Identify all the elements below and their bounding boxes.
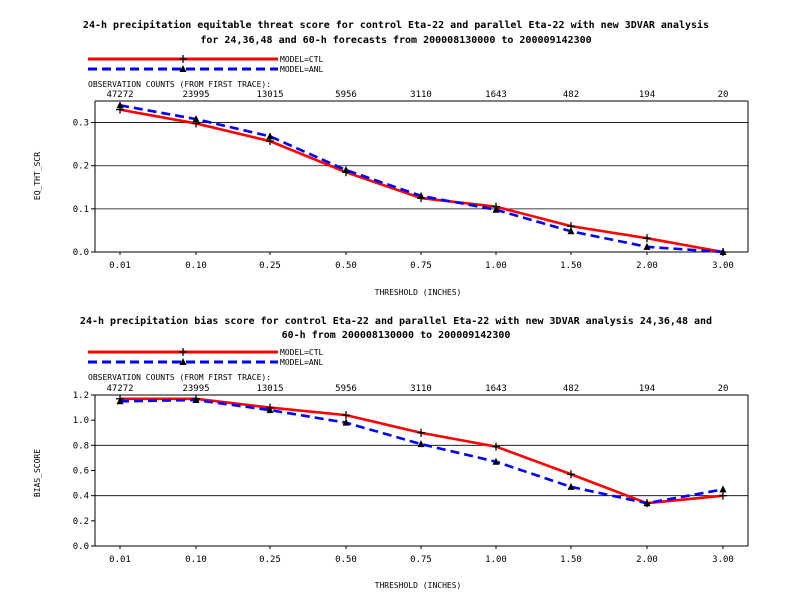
chart-2-obs-label: OBSERVATION COUNTS (FROM FIRST TRACE): xyxy=(88,373,271,382)
chart-1-series-2-point-4 xyxy=(342,166,350,174)
chart-1-legend-entry-2: MODEL=ANL xyxy=(88,65,324,74)
chart-1-x-axis-label: THRESHOLD (INCHES) xyxy=(375,288,462,297)
chart-1-series-2-point-9 xyxy=(719,248,727,255)
chart-1-xtick-label-0: 0.01 xyxy=(109,261,131,271)
chart-2-series-2-point-8 xyxy=(643,499,651,507)
chart-2-series-2-point-1 xyxy=(116,397,124,405)
chart-1-series-2-point-6 xyxy=(492,205,500,213)
chart-2-xtick-label-4: 0.75 xyxy=(410,555,432,565)
chart-2-xtick-label-8: 3.00 xyxy=(712,555,734,565)
chart-2-obs-count-1: 47272 xyxy=(106,384,133,394)
chart-2-series-2-point-5 xyxy=(417,440,425,448)
chart-2-series-2-point-9 xyxy=(719,485,727,493)
chart-1-series-2-point-5 xyxy=(417,191,425,199)
chart-2-series-1 xyxy=(116,394,727,508)
chart-1-xtick-label-3: 0.50 xyxy=(335,261,357,271)
chart-2-series-2-point-2 xyxy=(192,396,200,404)
chart-2-obs-count-6: 1643 xyxy=(485,384,507,394)
chart-2-y-axis-label: BIAS_SCORE xyxy=(33,449,42,497)
chart-1-series-2-point-1 xyxy=(116,101,124,109)
chart-2-title-line-1: 24-h precipitation bias score for contro… xyxy=(80,315,712,327)
chart-2-ytick-label-4: 0.8 xyxy=(73,441,89,451)
chart-1-obs-count-6: 1643 xyxy=(485,90,507,100)
chart-2-obs-count-5: 3110 xyxy=(410,384,432,394)
chart-2-series-2-line xyxy=(119,398,724,505)
chart-2-ytick-label-3: 0.6 xyxy=(73,467,89,477)
chart-1-obs-count-7: 482 xyxy=(563,90,579,100)
chart-1-xtick-label-7: 2.00 xyxy=(636,261,658,271)
chart-1-y-axis-label: EQ_THT_SCR xyxy=(33,152,42,200)
chart-2-ytick-label-5: 1.0 xyxy=(73,416,89,426)
chart-2-series-2-point-3 xyxy=(266,406,274,414)
chart-1-obs-count-9: 20 xyxy=(718,90,729,100)
chart-1-obs-count-1: 47272 xyxy=(106,90,133,100)
chart-1-xtick-label-2: 0.25 xyxy=(259,261,281,271)
chart-2-ytick-label-6: 1.2 xyxy=(73,391,89,401)
chart-2-xtick-label-6: 1.50 xyxy=(560,555,582,565)
chart-1-series-2 xyxy=(116,101,727,255)
chart-1-series-1 xyxy=(116,105,727,256)
chart-2-xtick-label-0: 0.01 xyxy=(109,555,131,565)
chart-2-series-2 xyxy=(116,396,727,507)
chart-2-legend-entry-1: MODEL=CTL xyxy=(88,348,324,357)
chart-1-obs-count-4: 5956 xyxy=(335,90,357,100)
chart-1-obs-count-3: 13015 xyxy=(256,90,283,100)
chart-1-legend-entry-1: MODEL=CTL xyxy=(88,55,324,64)
chart-1-ytick-label-2: 0.2 xyxy=(73,162,89,172)
legend-marker xyxy=(179,358,187,365)
chart-2: 24-h precipitation bias score for contro… xyxy=(33,315,749,590)
legend-label: MODEL=ANL xyxy=(280,65,324,74)
chart-1: 24-h precipitation equitable threat scor… xyxy=(33,19,749,297)
chart-2-ytick-label-1: 0.2 xyxy=(73,517,89,527)
chart-2-xtick-label-1: 0.10 xyxy=(185,555,207,565)
chart-1-obs-label: OBSERVATION COUNTS (FROM FIRST TRACE): xyxy=(88,80,271,89)
legend-marker xyxy=(179,65,187,72)
chart-1-series-2-point-8 xyxy=(643,242,651,250)
chart-2-xtick-label-3: 0.50 xyxy=(335,555,357,565)
chart-2-series-2-point-7 xyxy=(567,482,575,490)
chart-1-title-line-1: 24-h precipitation equitable threat scor… xyxy=(83,19,709,31)
chart-2-series-2-point-4 xyxy=(342,418,350,426)
chart-1-obs-count-5: 3110 xyxy=(410,90,432,100)
chart-2-series-1-line xyxy=(120,397,724,505)
chart-1-obs-count-8: 194 xyxy=(639,90,655,100)
chart-2-series-2-point-6 xyxy=(492,457,500,465)
chart-1-series-2-point-7 xyxy=(567,227,575,235)
chart-1-ytick-label-1: 0.1 xyxy=(73,205,89,215)
chart-2-title-line-2: 60-h from 200008130000 to 200009142300 xyxy=(282,330,511,341)
chart-1-ytick-label-3: 0.3 xyxy=(73,119,89,129)
chart-1-xtick-label-1: 0.10 xyxy=(185,261,207,271)
chart-2-obs-count-9: 20 xyxy=(718,384,729,394)
chart-1-series-2-point-2 xyxy=(192,115,200,123)
chart-1-ytick-label-0: 0.0 xyxy=(73,248,89,258)
chart-1-xtick-label-4: 0.75 xyxy=(410,261,432,271)
chart-1-xtick-label-6: 1.50 xyxy=(560,261,582,271)
chart-2-obs-count-8: 194 xyxy=(639,384,655,394)
chart-2-xtick-label-5: 1.00 xyxy=(485,555,507,565)
chart-2-obs-count-4: 5956 xyxy=(335,384,357,394)
chart-2-legend-entry-2: MODEL=ANL xyxy=(88,358,324,367)
chart-2-x-axis-label: THRESHOLD (INCHES) xyxy=(375,581,462,590)
chart-1-xtick-label-8: 3.00 xyxy=(712,261,734,271)
chart-2-obs-count-2: 23995 xyxy=(182,384,209,394)
chart-1-obs-count-2: 23995 xyxy=(182,90,209,100)
chart-1-title-line-2: for 24,36,48 and 60-h forecasts from 200… xyxy=(200,35,591,46)
chart-1-series-1-line xyxy=(119,108,724,254)
chart-1-series-2-point-3 xyxy=(266,132,274,140)
legend-label: MODEL=CTL xyxy=(280,348,324,357)
chart-2-ytick-label-0: 0.0 xyxy=(73,542,89,552)
chart-1-xtick-label-5: 1.00 xyxy=(485,261,507,271)
legend-label: MODEL=ANL xyxy=(280,358,324,367)
chart-2-obs-count-3: 13015 xyxy=(256,384,283,394)
chart-2-ytick-label-2: 0.4 xyxy=(73,492,89,502)
chart-2-xtick-label-7: 2.00 xyxy=(636,555,658,565)
legend-label: MODEL=CTL xyxy=(280,55,324,64)
chart-2-xtick-label-2: 0.25 xyxy=(259,555,281,565)
chart-2-obs-count-7: 482 xyxy=(563,384,579,394)
